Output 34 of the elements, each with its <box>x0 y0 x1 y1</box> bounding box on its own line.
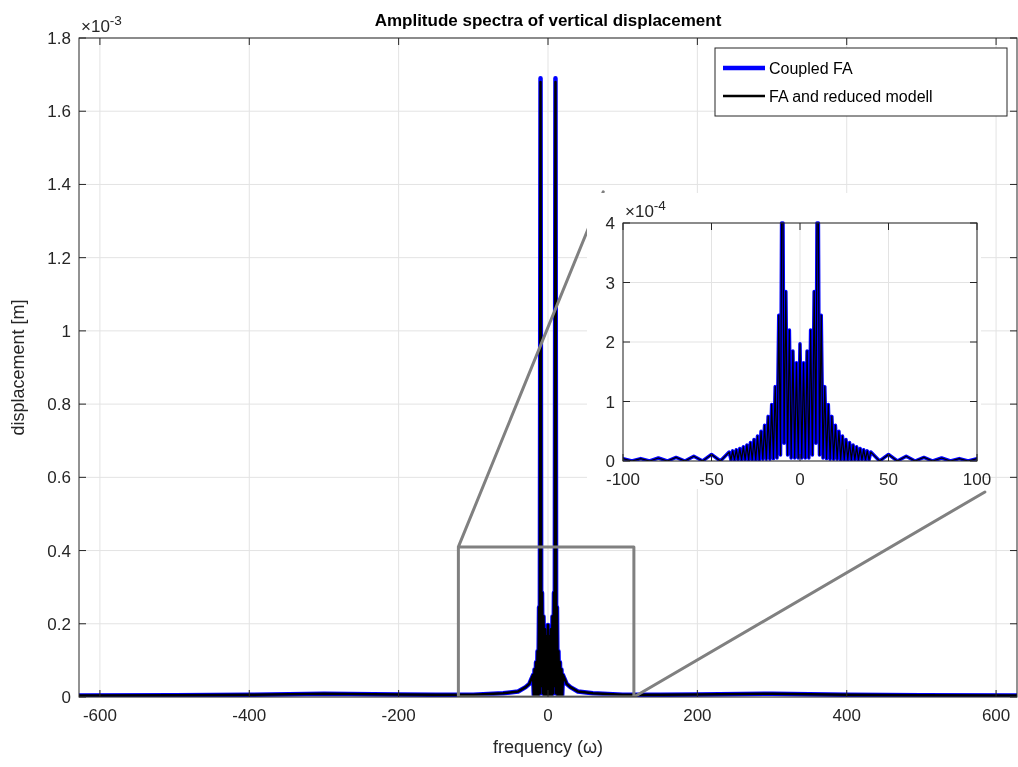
x-tick-label: 0 <box>795 470 805 489</box>
y-tick-label: 1.8 <box>47 29 71 48</box>
x-tick-label: -100 <box>605 470 641 489</box>
y-tick-label: 0.2 <box>47 614 71 634</box>
x-tick-label: -200 <box>381 706 416 725</box>
x-tick-label: 100 <box>962 470 992 489</box>
legend-label: Coupled FA <box>769 60 853 77</box>
y-tick-label: 0 <box>605 452 615 471</box>
x-tick-label: 400 <box>832 706 861 725</box>
legend-label: FA and reduced modell <box>769 88 933 105</box>
x-tick-label: -50 <box>699 470 724 489</box>
x-tick-label: 0 <box>543 706 553 725</box>
y-tick-label: 4 <box>605 214 615 233</box>
y-tick-label: 1 <box>605 392 615 412</box>
x-tick-label: 200 <box>683 706 712 725</box>
y-tick-label: 0 <box>61 688 71 707</box>
y-tick-label: 1.2 <box>47 248 71 268</box>
chart-title: Amplitude spectra of vertical displacement <box>374 11 722 30</box>
x-tick-label: 600 <box>981 706 1011 725</box>
y-tick-label: 0.6 <box>47 468 71 488</box>
y-axis-title: displacement [m] <box>8 299 28 436</box>
y-tick-label: 3 <box>605 273 615 293</box>
x-tick-label: 50 <box>879 470 898 489</box>
y-tick-label: 1.4 <box>47 175 71 195</box>
text: ×10$^{-3}$ <box>81 12 122 36</box>
y-tick-label: 1.6 <box>47 102 71 122</box>
annotation: ×10$^{-4}$ <box>625 197 667 221</box>
x-tick-label: -400 <box>232 706 267 725</box>
x-tick-label: -600 <box>82 706 117 725</box>
x-axis-title: frequency (ω) <box>492 737 604 757</box>
y-tick-label: 1 <box>61 321 71 341</box>
y-tick-label: 0.8 <box>47 395 71 415</box>
y-tick-label: 0.4 <box>47 541 71 561</box>
y-tick-label: 2 <box>605 333 615 352</box>
